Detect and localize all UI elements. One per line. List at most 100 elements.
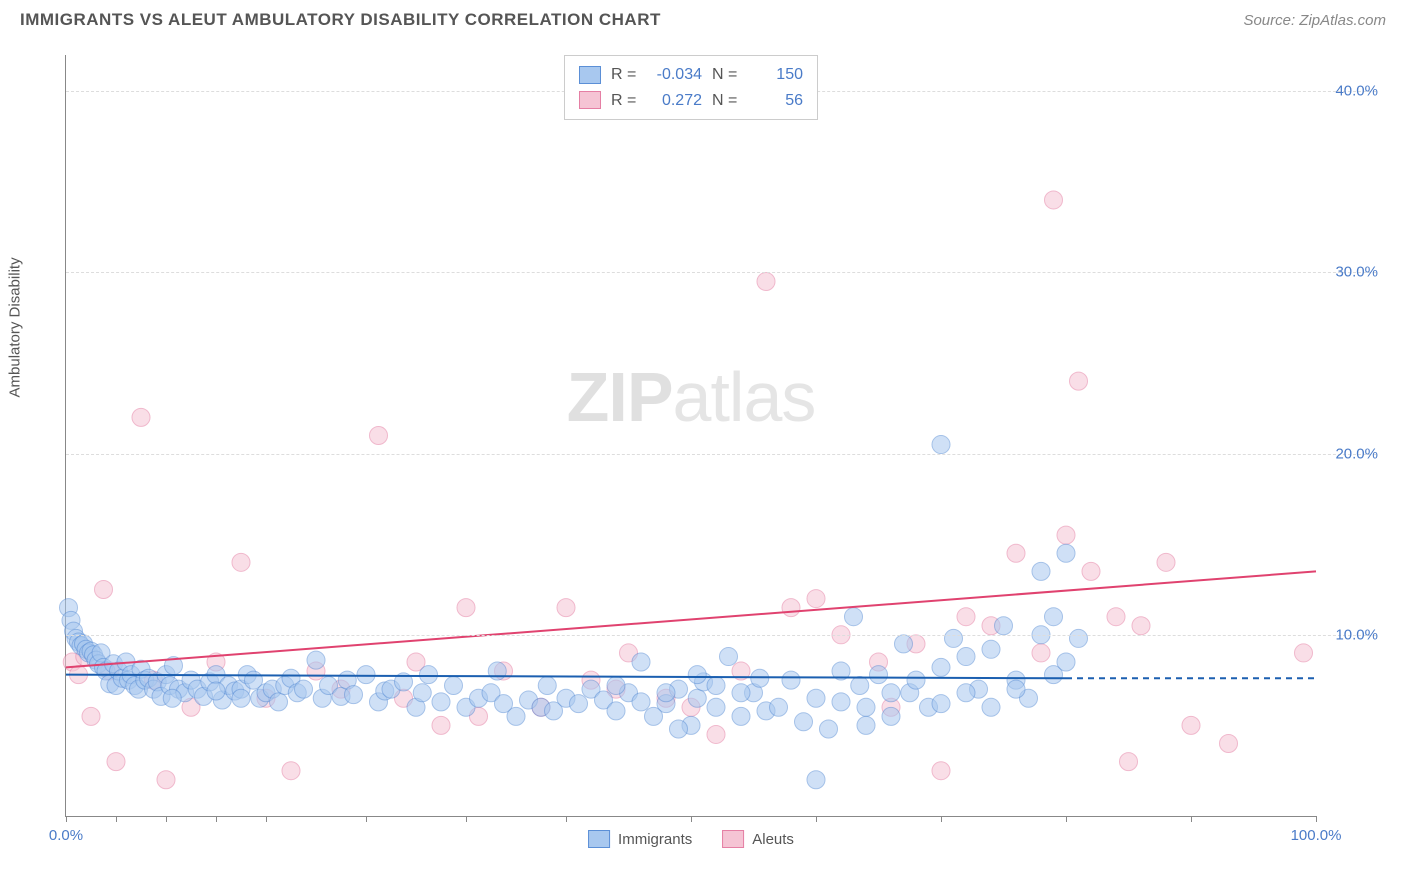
blue-point bbox=[1045, 608, 1063, 626]
x-tick bbox=[166, 816, 167, 822]
y-tick-label: 20.0% bbox=[1335, 445, 1378, 462]
blue-point bbox=[345, 686, 363, 704]
gridline bbox=[66, 635, 1376, 636]
blue-point bbox=[957, 684, 975, 702]
blue-point bbox=[982, 640, 1000, 658]
pink-point bbox=[1182, 716, 1200, 734]
pink-point bbox=[1007, 544, 1025, 562]
x-tick bbox=[941, 816, 942, 822]
pink-point bbox=[782, 599, 800, 617]
correlation-stats-box: R =-0.034N =150R =0.272N =56 bbox=[564, 55, 818, 120]
pink-point bbox=[232, 553, 250, 571]
x-tick bbox=[691, 816, 692, 822]
x-tick bbox=[116, 816, 117, 822]
legend-item: Immigrants bbox=[588, 830, 692, 848]
blue-point bbox=[895, 635, 913, 653]
gridline bbox=[66, 272, 1376, 273]
blue-point bbox=[707, 677, 725, 695]
blue-point bbox=[357, 666, 375, 684]
x-tick bbox=[366, 816, 367, 822]
stats-row: R =-0.034N =150 bbox=[579, 62, 803, 88]
pink-point bbox=[157, 771, 175, 789]
pink-point bbox=[1082, 562, 1100, 580]
x-tick bbox=[266, 816, 267, 822]
legend-item: Aleuts bbox=[722, 830, 794, 848]
pink-point bbox=[107, 753, 125, 771]
stats-n-value: 150 bbox=[748, 62, 803, 88]
x-tick bbox=[1191, 816, 1192, 822]
blue-point bbox=[1070, 629, 1088, 647]
blue-point bbox=[795, 713, 813, 731]
blue-point bbox=[445, 677, 463, 695]
pink-point bbox=[757, 272, 775, 290]
pink-point bbox=[95, 581, 113, 599]
x-tick bbox=[816, 816, 817, 822]
pink-point bbox=[82, 707, 100, 725]
blue-point bbox=[607, 702, 625, 720]
blue-point bbox=[307, 651, 325, 669]
y-tick-label: 10.0% bbox=[1335, 626, 1378, 643]
blue-point bbox=[295, 680, 313, 698]
stats-r-value: 0.272 bbox=[647, 88, 702, 114]
blue-point bbox=[538, 677, 556, 695]
blue-point bbox=[688, 666, 706, 684]
stats-swatch bbox=[579, 66, 601, 84]
blue-point bbox=[670, 720, 688, 738]
legend-swatch bbox=[588, 830, 610, 848]
blue-point bbox=[945, 629, 963, 647]
blue-point bbox=[870, 666, 888, 684]
blue-point bbox=[932, 695, 950, 713]
x-tick bbox=[1316, 816, 1317, 822]
stats-r-value: -0.034 bbox=[647, 62, 702, 88]
blue-point bbox=[207, 682, 225, 700]
pink-point bbox=[1120, 753, 1138, 771]
blue-point bbox=[570, 695, 588, 713]
x-tick bbox=[66, 816, 67, 822]
blue-point bbox=[807, 689, 825, 707]
chart-container: Ambulatory Disability ZIPatlas R =-0.034… bbox=[20, 45, 1386, 872]
pink-point bbox=[1107, 608, 1125, 626]
pink-point bbox=[370, 427, 388, 445]
pink-point bbox=[557, 599, 575, 617]
stats-swatch bbox=[579, 91, 601, 109]
pink-point bbox=[132, 408, 150, 426]
blue-point bbox=[420, 666, 438, 684]
pink-point bbox=[1220, 735, 1238, 753]
blue-point bbox=[732, 707, 750, 725]
blue-point bbox=[432, 693, 450, 711]
blue-point bbox=[995, 617, 1013, 635]
y-tick-label: 30.0% bbox=[1335, 264, 1378, 281]
blue-point bbox=[507, 707, 525, 725]
x-tick bbox=[216, 816, 217, 822]
gridline bbox=[66, 454, 1376, 455]
pink-point bbox=[707, 725, 725, 743]
blue-point bbox=[882, 684, 900, 702]
stats-n-label: N = bbox=[712, 88, 738, 114]
x-tick bbox=[566, 816, 567, 822]
y-axis-label: Ambulatory Disability bbox=[7, 257, 24, 397]
blue-point bbox=[632, 693, 650, 711]
pink-point bbox=[1070, 372, 1088, 390]
blue-point bbox=[832, 693, 850, 711]
blue-point bbox=[657, 684, 675, 702]
blue-point bbox=[820, 720, 838, 738]
blue-point bbox=[851, 677, 869, 695]
pink-point bbox=[932, 762, 950, 780]
blue-point bbox=[707, 698, 725, 716]
legend-swatch bbox=[722, 830, 744, 848]
stats-n-label: N = bbox=[712, 62, 738, 88]
stats-r-label: R = bbox=[611, 88, 637, 114]
blue-point bbox=[845, 608, 863, 626]
blue-point bbox=[770, 698, 788, 716]
blue-point bbox=[270, 693, 288, 711]
pink-point bbox=[1295, 644, 1313, 662]
legend-label: Immigrants bbox=[618, 831, 692, 848]
blue-point bbox=[1057, 653, 1075, 671]
chart-title: IMMIGRANTS VS ALEUT AMBULATORY DISABILIT… bbox=[20, 10, 661, 30]
pink-trendline bbox=[66, 571, 1316, 667]
pink-point bbox=[1045, 191, 1063, 209]
scatter-svg bbox=[66, 55, 1316, 816]
pink-point bbox=[1032, 644, 1050, 662]
pink-point bbox=[1057, 526, 1075, 544]
blue-point bbox=[857, 716, 875, 734]
